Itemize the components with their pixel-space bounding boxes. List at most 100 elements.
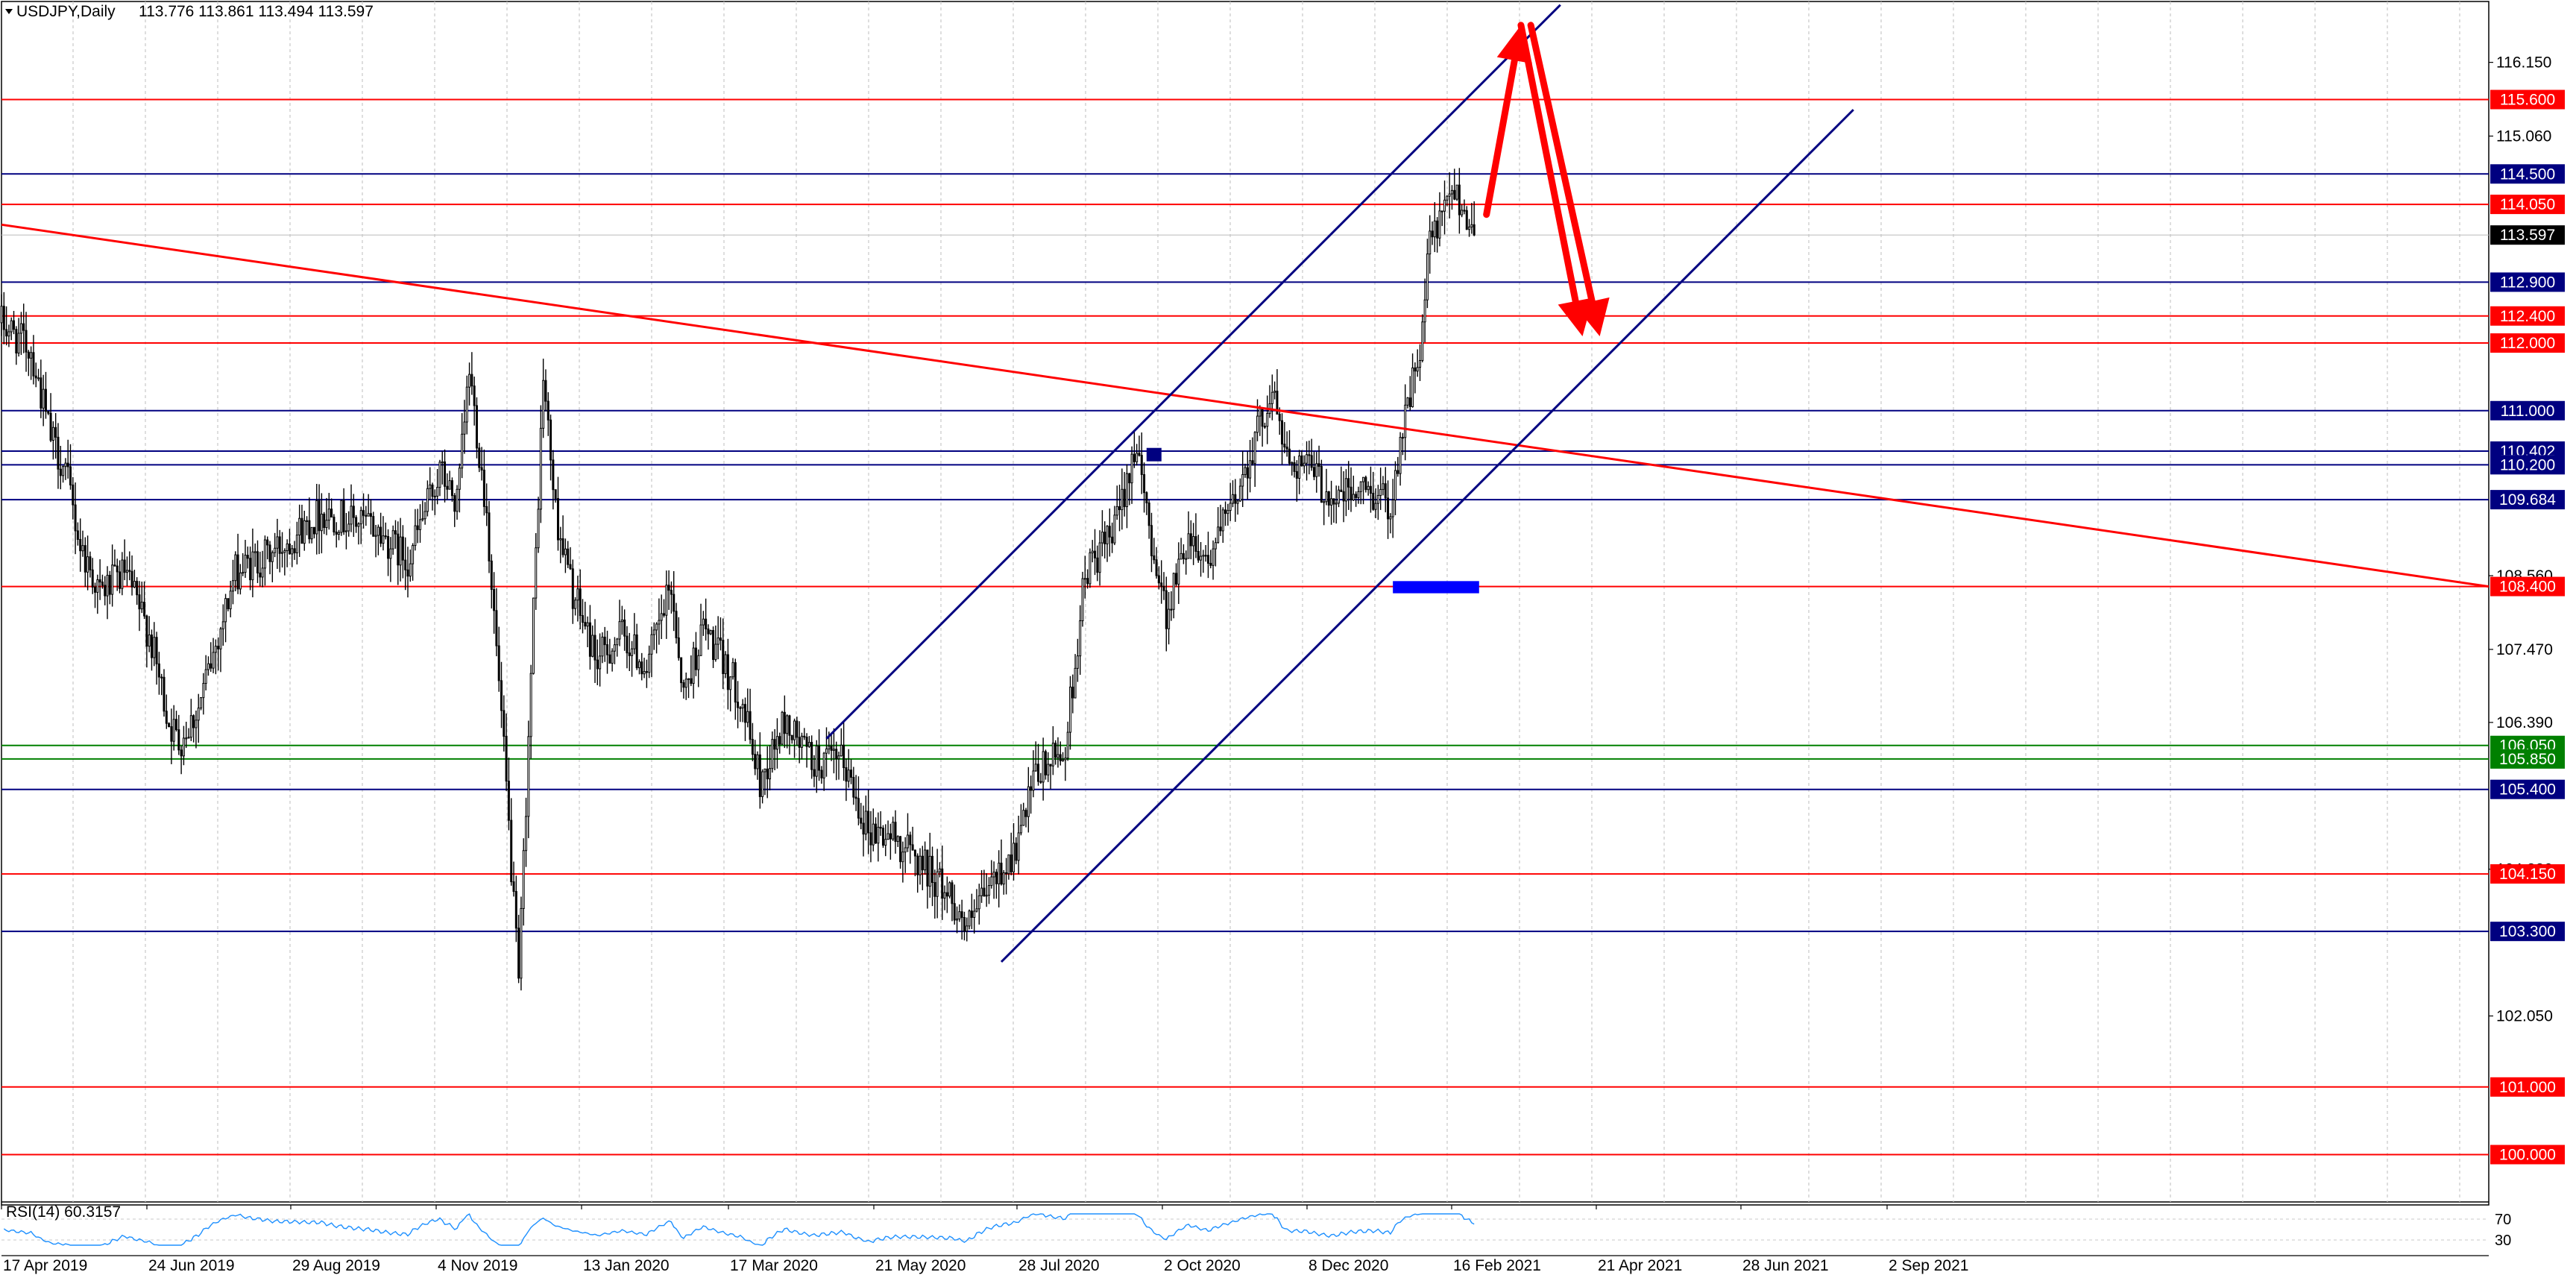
current-price-label: 113.597 [2500, 227, 2555, 244]
candle [397, 521, 400, 585]
candle [281, 532, 284, 568]
candle-body [673, 594, 676, 612]
time-tick-label: 8 Dec 2020 [1309, 1257, 1388, 1274]
candle [1450, 185, 1453, 210]
candle-body [1453, 189, 1456, 200]
candle-body [655, 623, 658, 631]
candle [571, 559, 574, 624]
candle [40, 359, 42, 418]
candle [288, 529, 291, 555]
candle-body [916, 855, 919, 875]
candle [1256, 399, 1259, 441]
candle-body [116, 565, 119, 573]
rsi-label: RSI(14) 60.3157 [6, 1203, 121, 1221]
candle [1113, 506, 1116, 546]
candle-body [773, 739, 776, 750]
candle-body [1017, 832, 1020, 861]
candle [130, 555, 133, 596]
candle [1150, 512, 1153, 573]
candle [197, 693, 200, 743]
candle [520, 896, 523, 991]
candle-body [758, 754, 761, 797]
candle [1138, 435, 1141, 457]
candle-body [1155, 559, 1158, 576]
candle-body [983, 887, 986, 897]
candle [91, 558, 94, 594]
candle [207, 656, 210, 676]
candle-body [684, 679, 687, 688]
candle [444, 449, 447, 503]
candle [1098, 530, 1101, 586]
candle-body [968, 910, 971, 927]
candle-body [74, 504, 77, 532]
candle [503, 695, 506, 752]
candle [690, 655, 693, 687]
candle-body [517, 928, 520, 979]
candle [298, 504, 301, 557]
candle-body [931, 855, 934, 883]
candle-body [1340, 489, 1343, 492]
candle-body [514, 891, 517, 929]
candle-body [539, 427, 542, 510]
level-badge [2490, 490, 2565, 510]
triangle-down-icon[interactable] [5, 9, 13, 14]
candle [1068, 676, 1071, 750]
candle [872, 808, 875, 852]
candle [1115, 485, 1118, 520]
candle [1165, 576, 1168, 652]
candle [1416, 349, 1419, 377]
candle-body [177, 729, 180, 751]
candle-body [943, 892, 946, 899]
candle [525, 797, 528, 867]
candle [749, 688, 752, 744]
candle [665, 570, 668, 639]
candle-body [30, 352, 33, 359]
candle-body [404, 559, 407, 570]
candle [189, 699, 192, 741]
candle [1019, 804, 1022, 836]
candle-body [569, 564, 572, 570]
price-axis[interactable]: 116.150115.060108.560107.470106.390104.2… [2489, 54, 2565, 1165]
candle-body [507, 781, 510, 821]
candle-body [1197, 551, 1200, 561]
candle [2, 292, 5, 344]
candle [1039, 772, 1042, 784]
candle [1066, 721, 1069, 761]
candle [1015, 837, 1018, 865]
candle [458, 463, 461, 513]
candle [1086, 569, 1089, 589]
candle-body [1086, 578, 1089, 585]
candle-body [493, 589, 496, 611]
candle-body [327, 509, 330, 521]
candle [391, 525, 394, 555]
candle-body [377, 526, 380, 536]
candle [293, 541, 296, 560]
candle-body [495, 610, 498, 646]
candle-body [1187, 533, 1190, 559]
candle-body [219, 628, 222, 649]
candle-body [1068, 686, 1071, 733]
candle-body [426, 488, 429, 512]
candle [998, 850, 1001, 908]
candle-body [1246, 467, 1249, 479]
candle-body [1387, 497, 1390, 520]
candle [219, 626, 222, 673]
candle [350, 484, 353, 532]
candle [401, 525, 404, 579]
level-badge [2490, 164, 2565, 184]
candle [532, 597, 535, 675]
candle-body [207, 663, 210, 670]
candle-body [185, 737, 188, 740]
candle-body [1315, 463, 1318, 477]
candle [1308, 440, 1311, 475]
candle [283, 548, 286, 576]
candle [825, 727, 828, 777]
candle-body [293, 548, 296, 553]
time-axis[interactable]: 17 Apr 2019 24 Jun 2019 29 Aug 2019 4 Nov 2… [1, 1205, 1968, 1274]
candle-body [1396, 470, 1399, 474]
candle-body [626, 635, 629, 654]
candle-body [478, 447, 481, 468]
